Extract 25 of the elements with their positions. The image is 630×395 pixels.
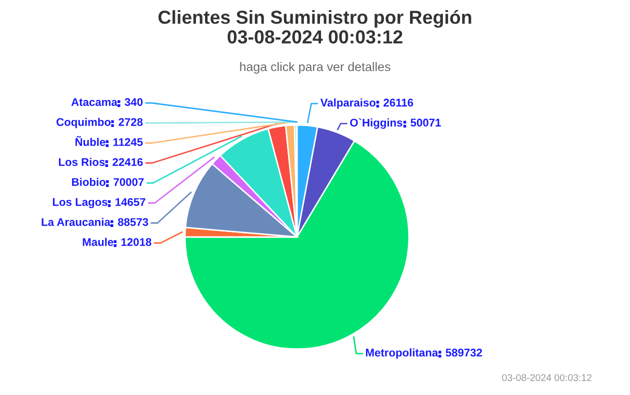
data-label: 22416: [112, 158, 143, 166]
slice-label: Metropolitana: [366, 348, 438, 359]
slice-label: La Araucania: [42, 218, 110, 226]
chart-title: Clientes Sin Suministro por Región 03-08-2024 00:03:12: [158, 10, 472, 44]
data-label: 589732: [446, 348, 482, 357]
slice-label: Ñuble: [76, 136, 106, 146]
slice-label: Los Lagos: [52, 198, 108, 208]
slice-label: Coquimbo: [56, 118, 111, 128]
slice-label: Atacama: [71, 98, 118, 106]
data-label: 340: [124, 98, 143, 106]
slice-label: Los Rios: [58, 158, 105, 166]
data-label: 26116: [384, 98, 414, 107]
slice-label: Biobio: [72, 178, 106, 186]
data-label: 2728: [118, 118, 143, 126]
slice-label: Valparaiso: [320, 98, 376, 109]
data-label: 12018: [121, 238, 152, 246]
chart-subtitle: haga click para ver detalles: [240, 62, 390, 74]
data-label: 14657: [116, 198, 146, 206]
slice-label: O`Higgins: [350, 118, 402, 129]
data-label: 88573: [118, 218, 148, 226]
data-label: 70007: [114, 178, 144, 186]
data-label: 50071: [410, 118, 441, 127]
text: 03-08-2024 00:03:12: [502, 374, 592, 382]
slice-label: Maule: [82, 238, 114, 246]
data-label: 11245: [113, 138, 143, 146]
